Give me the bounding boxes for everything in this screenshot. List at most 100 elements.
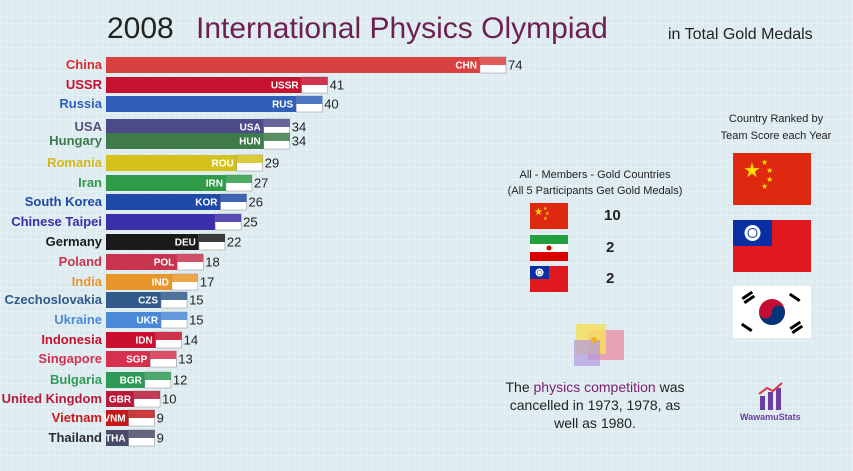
bar-flag-stripe-czechoslovakia	[161, 292, 188, 300]
country-code-ussr: USSR	[271, 81, 300, 92]
bar-flag-stripe-poland	[177, 254, 204, 262]
bar-ukraine	[106, 312, 162, 328]
bar-flag-stripe-ukraine	[161, 312, 188, 320]
bar-flag-stripe-united-kingdom	[134, 391, 161, 399]
bar-south-korea	[106, 194, 221, 210]
bar-poland	[106, 254, 178, 270]
cancellation-note: The physics competition was cancelled in…	[500, 378, 690, 432]
bar-flag-stripe-china	[480, 57, 506, 65]
category-label-hungary: Hungary	[49, 133, 103, 148]
bar-chinese-taipei	[106, 214, 216, 230]
country-code-romania: ROU	[212, 159, 234, 170]
bar-flag-stripe-thailand	[128, 430, 155, 438]
value-label-south-korea: 26	[249, 195, 263, 210]
svg-text:★: ★	[545, 211, 550, 217]
value-label-thailand: 9	[157, 431, 164, 446]
category-label-chinese-taipei: Chinese Taipei	[11, 214, 102, 229]
category-label-south-korea: South Korea	[25, 194, 103, 209]
bar-flag-stripe-singapore	[150, 351, 177, 359]
country-code-china: CHN	[455, 61, 477, 72]
bar-flag-stripe-bulgaria	[144, 372, 171, 380]
category-label-poland: Poland	[59, 254, 102, 269]
svg-text:★: ★	[766, 175, 773, 184]
value-label-usa: 34	[292, 120, 306, 135]
country-code-thailand: THA	[105, 434, 126, 445]
category-label-india: India	[72, 274, 103, 289]
korea-flag-large	[733, 286, 811, 338]
country-code-iran: IRN	[206, 179, 223, 190]
bar-singapore	[106, 351, 151, 367]
bar-flag-stripe-chinese-taipei	[215, 214, 242, 222]
bar-flag-stripe-romania	[236, 155, 263, 163]
value-label-chinese-taipei: 25	[243, 215, 257, 230]
country-code-bulgaria: BGR	[120, 376, 143, 387]
bar-flag-stripe-indonesia	[155, 332, 182, 340]
bar-iran	[106, 175, 226, 191]
value-label-hungary: 34	[292, 134, 306, 149]
country-code-united-kingdom: GBR	[109, 395, 132, 406]
svg-text:★: ★	[743, 158, 761, 182]
country-code-south-korea: KOR	[195, 198, 218, 209]
category-label-usa: USA	[75, 119, 103, 134]
ranked-caption-line2: Team Score each Year	[720, 130, 832, 142]
value-label-vietnam: 9	[157, 411, 164, 426]
bar-flag-stripe-usa	[263, 119, 290, 127]
decorative-squares-icon	[574, 324, 624, 366]
bar-flag-stripe-germany	[198, 234, 225, 242]
bar-czechoslovakia	[106, 292, 162, 308]
wawamustats-logo-icon	[758, 382, 783, 410]
ranked-caption: Country Ranked by Team Score each Year	[706, 111, 846, 145]
bar-flag-stripe-iran	[225, 175, 252, 183]
category-label-vietnam: Vietnam	[52, 410, 102, 425]
bar-flag-stripe-south-korea	[220, 194, 247, 202]
all-gold-caption: All - Members - Gold Countries (All 5 Pa…	[502, 167, 688, 199]
bar-usa	[106, 119, 264, 135]
bar-germany	[106, 234, 199, 250]
value-label-china: 74	[508, 58, 522, 73]
category-label-indonesia: Indonesia	[41, 332, 102, 347]
category-label-russia: Russia	[59, 96, 102, 111]
svg-text:★: ★	[761, 158, 768, 167]
country-code-poland: POL	[154, 258, 175, 269]
china-flag-small: ★ ★ ★ ★	[530, 203, 568, 229]
bar-china	[106, 57, 480, 73]
category-label-iran: Iran	[78, 175, 102, 190]
svg-text:★: ★	[543, 206, 548, 212]
taiwan-flag-large	[733, 220, 811, 272]
country-code-india: IND	[152, 278, 169, 289]
note-text-before: The	[505, 379, 534, 395]
bar-indonesia	[106, 332, 156, 348]
value-label-romania: 29	[265, 156, 279, 171]
bar-russia	[106, 96, 297, 112]
svg-text:★: ★	[543, 216, 548, 222]
value-label-singapore: 13	[178, 352, 192, 367]
brand-name: WawamuStats	[740, 412, 801, 422]
iran-all-gold-count: 2	[606, 239, 615, 256]
country-code-vietnam: VNM	[103, 414, 125, 425]
value-label-bulgaria: 12	[173, 373, 187, 388]
chart-title: International Physics Olympiad	[196, 12, 608, 45]
bar-vietnam	[106, 410, 129, 426]
category-label-germany: Germany	[46, 234, 103, 249]
china-flag-large: ★ ★ ★ ★ ★	[733, 153, 811, 205]
country-code-singapore: SGP	[126, 355, 147, 366]
all-gold-caption-line2: (All 5 Participants Get Gold Medals)	[507, 185, 683, 197]
category-label-china: China	[66, 57, 103, 72]
country-code-usa: USA	[240, 123, 261, 134]
bar-hungary	[106, 133, 264, 149]
value-label-ussr: 41	[330, 78, 344, 93]
chart-year: 2008	[107, 12, 174, 45]
category-label-bulgaria: Bulgaria	[50, 372, 103, 387]
ranked-caption-line1: Country Ranked by	[728, 113, 824, 125]
taiwan-flag-small	[530, 266, 568, 292]
value-label-poland: 18	[205, 255, 219, 270]
all-gold-caption-line1: All - Members - Gold Countries	[519, 169, 671, 181]
chart-subtitle: in Total Gold Medals	[668, 26, 813, 43]
value-label-russia: 40	[324, 97, 338, 112]
bar-ussr	[106, 77, 302, 93]
value-label-united-kingdom: 10	[162, 392, 176, 407]
bar-flag-stripe-hungary	[263, 133, 290, 141]
bar-india	[106, 274, 172, 290]
value-label-india: 17	[200, 275, 214, 290]
china-all-gold-count: 10	[604, 207, 621, 224]
